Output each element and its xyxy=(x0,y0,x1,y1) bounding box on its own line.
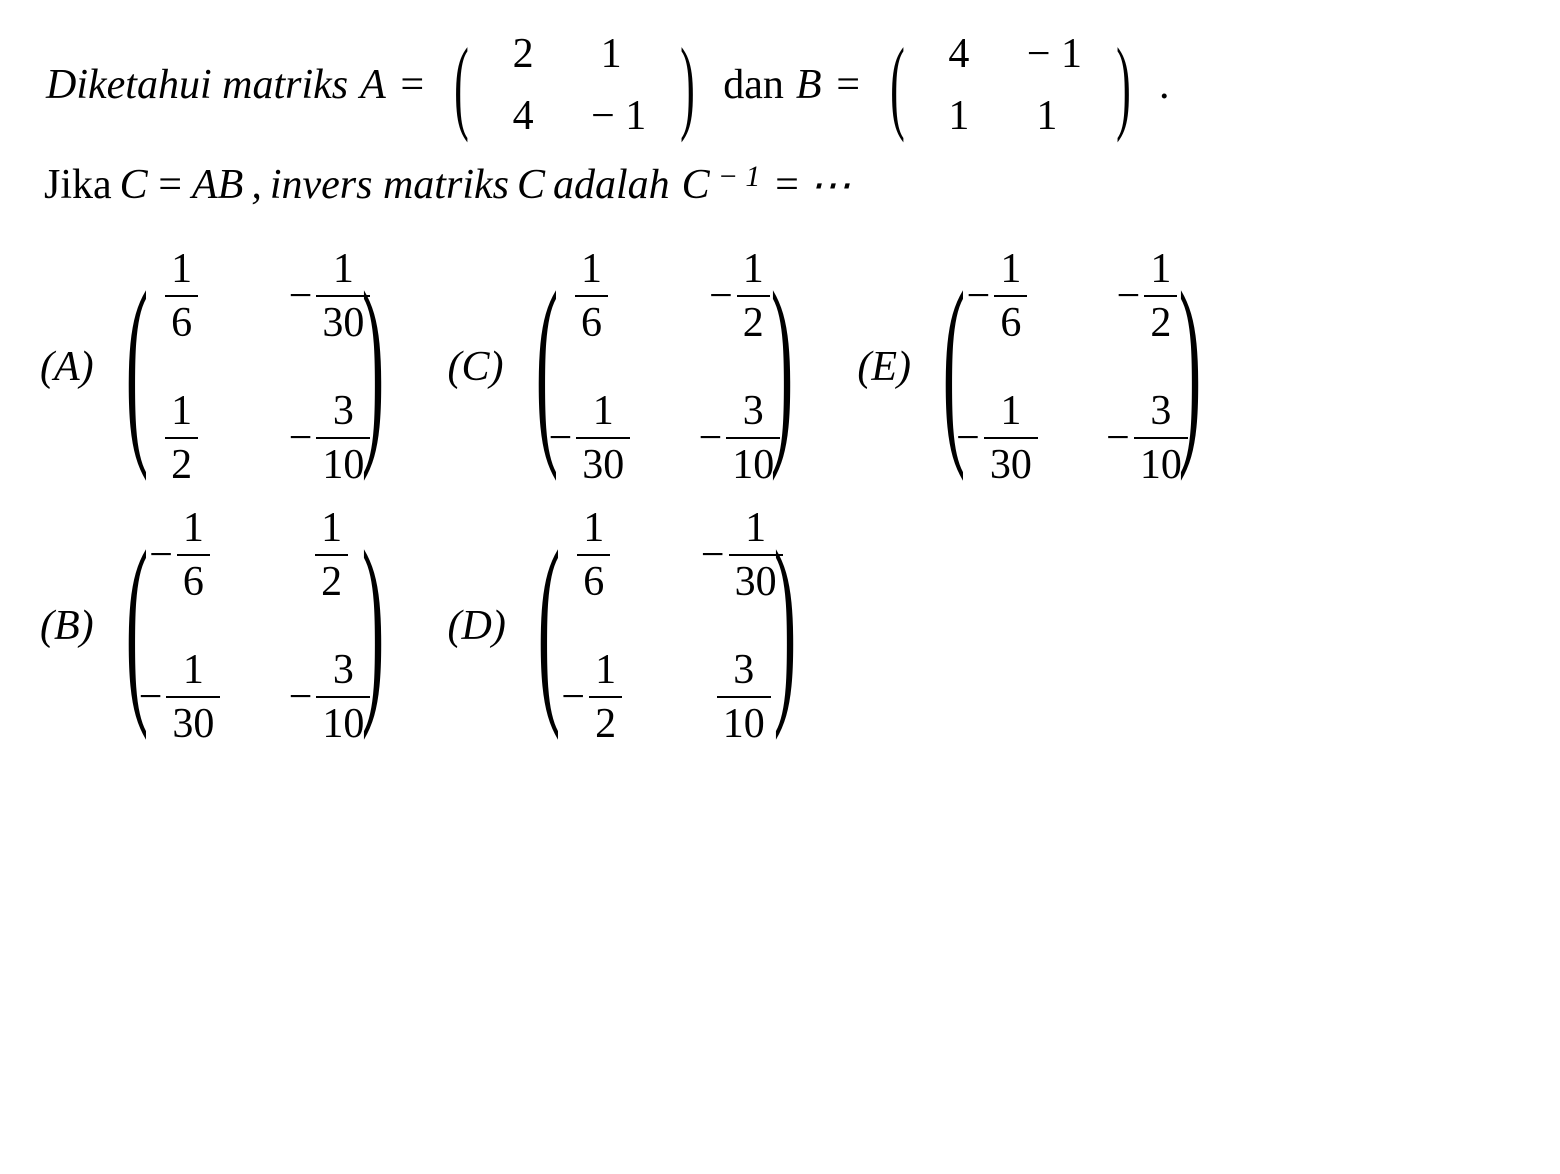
e-11-num: 3 xyxy=(1144,387,1177,437)
c-11-sign: − xyxy=(699,414,723,462)
text-invers: invers matriks xyxy=(270,161,509,209)
a-00-den: 6 xyxy=(165,297,198,347)
a-11-num: 3 xyxy=(327,387,360,437)
matrix-a-12: 1 xyxy=(591,30,631,78)
c-11-num: 3 xyxy=(737,387,770,437)
comma: , xyxy=(251,161,262,209)
matrix-a-22: − 1 xyxy=(591,92,646,140)
exp-neg1: − 1 xyxy=(718,160,761,193)
text-adalah: adalah xyxy=(553,161,670,209)
b-11-sign: − xyxy=(289,673,313,721)
c-01-den: 2 xyxy=(737,297,770,347)
a-01-num: 1 xyxy=(327,245,360,295)
matrix-b-22: 1 xyxy=(1027,92,1067,140)
text-diketahui: Diketahui matriks xyxy=(46,61,348,109)
a-10-num: 1 xyxy=(165,387,198,437)
e-01-sign: − xyxy=(1117,272,1141,320)
equals-4: = xyxy=(772,161,800,209)
equals-2: = xyxy=(834,61,862,109)
c-01-num: 1 xyxy=(737,245,770,295)
e-00-sign: − xyxy=(967,272,991,320)
answer-c-label: (C) xyxy=(448,343,504,391)
problem-line-2: Jika C = AB , invers matriks C adalah C−… xyxy=(40,160,1520,210)
answer-a-label: (A) xyxy=(40,343,94,391)
var-c2: C xyxy=(682,162,710,208)
c-00-num: 1 xyxy=(575,245,608,295)
e-00-den: 6 xyxy=(994,297,1027,347)
var-b: B xyxy=(796,61,822,109)
d-10-den: 2 xyxy=(589,698,622,748)
d-11-num: 3 xyxy=(727,646,760,696)
matrix-a-11: 2 xyxy=(503,30,543,78)
answer-d: (D) ( 16 −130 −12 310 ) xyxy=(448,504,820,748)
d-00-den: 6 xyxy=(577,556,610,606)
d-01-sign: − xyxy=(701,531,725,579)
answer-e-label: (E) xyxy=(857,343,911,391)
matrix-a: ( 2 1 4 − 1 ) xyxy=(438,30,711,140)
b-11-num: 3 xyxy=(327,646,360,696)
d-11-den: 10 xyxy=(717,698,771,748)
matrix-b-21: 1 xyxy=(939,92,979,140)
e-01-den: 2 xyxy=(1144,297,1177,347)
b-00-num: 1 xyxy=(177,504,210,554)
matrix-a-21: 4 xyxy=(503,92,543,140)
text-jika: Jika xyxy=(44,161,112,209)
answers-grid: (A) ( 16 −130 12 −310 ) (C) xyxy=(40,245,1520,748)
answer-row-2: (B) ( −16 12 −130 −310 ) (D) xyxy=(40,504,1520,748)
answer-c: (C) ( 16 −12 −130 −310 ) xyxy=(448,245,818,489)
a-00-num: 1 xyxy=(165,245,198,295)
period: . xyxy=(1159,61,1170,109)
b-01-num: 1 xyxy=(315,504,348,554)
answer-a-matrix: ( 16 −130 12 −310 ) xyxy=(102,245,408,489)
matrix-b: ( 4 − 1 1 1 ) xyxy=(874,30,1147,140)
e-10-num: 1 xyxy=(994,387,1027,437)
e-11-sign: − xyxy=(1106,414,1130,462)
answer-b-label: (B) xyxy=(40,602,94,650)
text-dan: dan xyxy=(723,61,784,109)
answer-b: (B) ( −16 12 −130 −310 ) xyxy=(40,504,408,748)
answer-c-matrix: ( 16 −12 −130 −310 ) xyxy=(512,245,818,489)
b-00-sign: − xyxy=(149,531,173,579)
c-10-num: 1 xyxy=(587,387,620,437)
ellipsis: ⋯ xyxy=(809,160,851,210)
equals-3: = xyxy=(156,161,184,209)
answer-d-label: (D) xyxy=(448,602,506,650)
var-ab: AB xyxy=(192,161,243,209)
e-10-den: 30 xyxy=(984,439,1038,489)
matrix-b-12: − 1 xyxy=(1027,30,1082,78)
var-c-mid: C xyxy=(517,161,545,209)
e-01-num: 1 xyxy=(1144,245,1177,295)
matrix-b-11: 4 xyxy=(939,30,979,78)
var-c: C xyxy=(120,161,148,209)
c-10-den: 30 xyxy=(576,439,630,489)
answer-e-matrix: ( −16 −12 −130 −310 ) xyxy=(919,245,1225,489)
answer-e: (E) ( −16 −12 −130 −310 ) xyxy=(857,245,1225,489)
b-10-num: 1 xyxy=(177,646,210,696)
var-a: A xyxy=(360,61,386,109)
a-01-sign: − xyxy=(289,272,313,320)
answer-b-matrix: ( −16 12 −130 −310 ) xyxy=(102,504,408,748)
c-01-sign: − xyxy=(709,272,733,320)
b-01-den: 2 xyxy=(315,556,348,606)
b-10-den: 30 xyxy=(166,698,220,748)
d-01-num: 1 xyxy=(739,504,772,554)
e-00-num: 1 xyxy=(994,245,1027,295)
b-00-den: 6 xyxy=(177,556,210,606)
a-10-den: 2 xyxy=(165,439,198,489)
equals-1: = xyxy=(398,61,426,109)
d-10-num: 1 xyxy=(589,646,622,696)
answer-a: (A) ( 16 −130 12 −310 ) xyxy=(40,245,408,489)
answer-row-1: (A) ( 16 −130 12 −310 ) (C) xyxy=(40,245,1520,489)
problem-line-1: Diketahui matriks A = ( 2 1 4 − 1 ) dan … xyxy=(40,30,1520,140)
c-00-den: 6 xyxy=(575,297,608,347)
d-10-sign: − xyxy=(561,673,585,721)
a-11-sign: − xyxy=(289,414,313,462)
answer-d-matrix: ( 16 −130 −12 310 ) xyxy=(514,504,820,748)
d-00-num: 1 xyxy=(577,504,610,554)
